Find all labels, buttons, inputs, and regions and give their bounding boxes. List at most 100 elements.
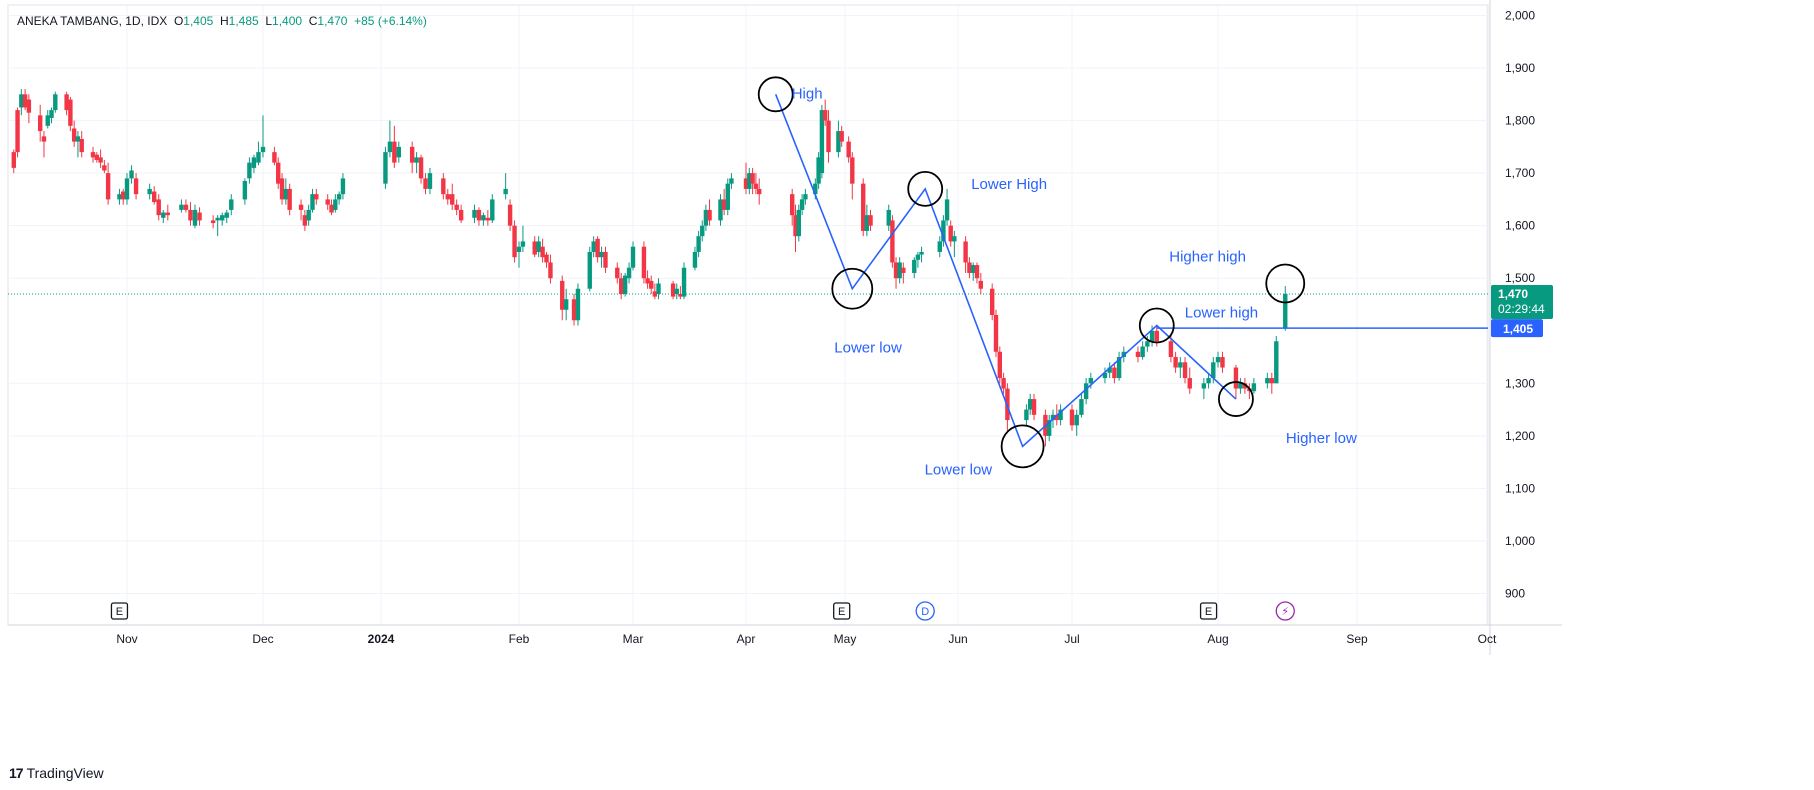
candle (409, 141, 415, 174)
candle (98, 149, 103, 168)
candle-body (591, 241, 596, 252)
candle (799, 194, 805, 216)
x-tick-label: 2024 (368, 632, 395, 646)
candle-body (839, 131, 844, 142)
candle (603, 246, 608, 273)
candle-body (1069, 409, 1075, 426)
candle-body (757, 188, 762, 195)
candle-body (472, 209, 477, 218)
candle-body (41, 136, 47, 142)
tradingview-logo: 17 (9, 765, 24, 781)
candle-body (846, 141, 851, 158)
pivot-label: Higher low (1286, 430, 1357, 447)
candle-body (967, 262, 972, 273)
candle (678, 286, 683, 300)
candle (302, 209, 308, 231)
candle (287, 183, 292, 216)
candle (1116, 351, 1122, 381)
candle (1187, 367, 1192, 394)
candle-body (1168, 341, 1174, 358)
candle (179, 199, 184, 213)
candle (793, 204, 798, 252)
candle (26, 94, 32, 124)
candle-body (915, 254, 921, 260)
candle (971, 262, 976, 281)
candle (861, 178, 866, 237)
candle (718, 194, 723, 226)
candle-body (279, 178, 285, 200)
candle (94, 152, 100, 163)
symbol-title: ANEKA TAMBANG, 1D, IDX (17, 14, 168, 28)
candle-body (26, 99, 32, 113)
y-tick-label: 1,800 (1505, 114, 1535, 128)
candle-body (476, 209, 482, 221)
candle (1024, 404, 1029, 426)
candle (102, 160, 107, 174)
candle (696, 230, 701, 258)
candle (224, 209, 229, 224)
candle-body (152, 191, 157, 203)
candle-body (287, 188, 292, 210)
candle-body (247, 162, 252, 179)
candle-body (383, 152, 388, 184)
candle (575, 283, 581, 326)
event-markers[interactable]: E E D E ⚡ (110, 601, 1295, 621)
candle (836, 120, 841, 158)
candle (1058, 404, 1063, 426)
candle (803, 188, 808, 205)
candle-body (836, 131, 841, 153)
candle (823, 99, 828, 126)
candle (71, 120, 77, 147)
candle-body (445, 194, 450, 200)
candle (990, 283, 995, 321)
candle-body (1024, 409, 1029, 421)
event-marker-earnings[interactable]: E (833, 602, 851, 620)
candle (310, 188, 315, 213)
candle (1269, 372, 1275, 394)
candle (68, 96, 73, 132)
candle-body (1102, 372, 1108, 379)
candle (383, 146, 388, 189)
candle-body (333, 199, 338, 210)
candle-body (721, 199, 727, 210)
candle-body (548, 262, 553, 279)
candle-body (1088, 378, 1094, 384)
candle-body (1145, 341, 1150, 347)
candle (161, 209, 166, 224)
candle-body (490, 199, 495, 221)
candle-body (450, 194, 455, 205)
candle (1135, 346, 1141, 363)
candle (450, 183, 455, 210)
last-price-value: 1,470 (1498, 287, 1528, 301)
candle-body (753, 183, 759, 189)
candle (599, 246, 604, 268)
high-label: H (219, 14, 229, 28)
candle-body (678, 293, 683, 297)
event-marker-earnings[interactable]: E (110, 602, 129, 620)
candle (256, 141, 261, 166)
close-value: 1,470 (317, 14, 348, 28)
event-marker-earnings[interactable]: E (1199, 602, 1218, 620)
candle-body (260, 146, 266, 153)
tradingview-brand[interactable]: 17 TradingView (9, 765, 104, 781)
candle-body (1220, 357, 1225, 368)
candle (997, 346, 1002, 384)
candle-body (210, 220, 216, 224)
event-marker-split[interactable]: ⚡ (1275, 601, 1295, 621)
candle (1112, 362, 1117, 384)
candle (915, 251, 921, 268)
candle-body (325, 199, 330, 205)
candle (536, 236, 541, 258)
candle-body (937, 241, 942, 252)
candle-body (340, 178, 346, 195)
candle (645, 270, 650, 289)
candle-body (1054, 414, 1059, 421)
candle-body (224, 212, 229, 218)
event-marker-dividend[interactable]: D (915, 601, 935, 621)
candle-body (129, 170, 134, 179)
pivot-circle (757, 76, 794, 113)
candle (963, 236, 968, 273)
candle (1201, 378, 1207, 400)
candle-body (220, 215, 225, 221)
